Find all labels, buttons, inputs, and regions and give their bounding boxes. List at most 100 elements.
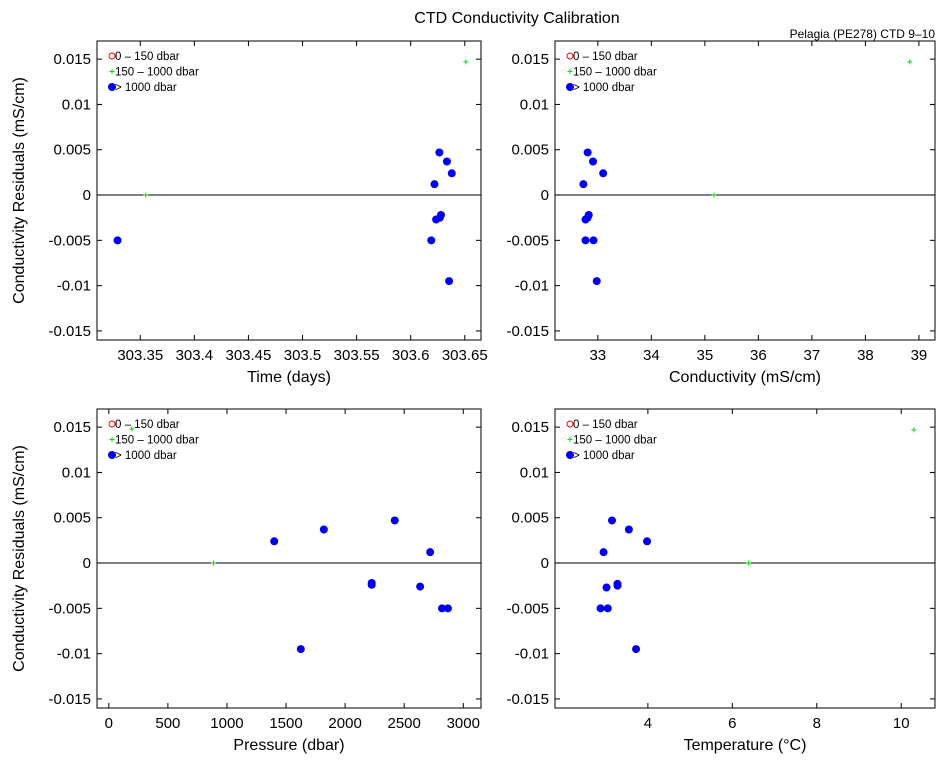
x-tick-label: 303.6	[392, 347, 430, 364]
legend-label: 0 – 150 dbar	[115, 419, 180, 431]
data-point-deep	[443, 604, 452, 613]
legend-marker-deep	[108, 83, 116, 91]
x-tick-label: 303.4	[176, 347, 214, 364]
x-tick-label: 33	[589, 347, 606, 364]
y-tick-label: -0.01	[57, 646, 91, 663]
legend-label: 150 – 1000 dbar	[115, 435, 199, 447]
data-point-mid	[907, 59, 913, 65]
x-tick-label: 303.45	[225, 347, 271, 364]
x-tick-label: 1500	[269, 715, 302, 732]
x-tick-label: 303.35	[117, 347, 163, 364]
y-tick-label: -0.01	[515, 278, 549, 295]
x-tick-label: 37	[804, 347, 821, 364]
x-tick-label: 303.65	[442, 347, 488, 364]
y-tick-label: 0.005	[511, 142, 549, 159]
legend-marker-deep	[566, 451, 574, 459]
data-point-deep	[319, 525, 328, 534]
x-tick-label: 2000	[328, 715, 361, 732]
legend-label: 150 – 1000 dbar	[115, 67, 199, 79]
data-point-deep	[599, 548, 608, 557]
legend-label: 0 – 150 dbar	[573, 51, 638, 63]
legend-marker-shallow	[566, 420, 574, 428]
y-tick-label: 0	[83, 187, 91, 204]
data-point-deep	[632, 645, 641, 654]
panel-time: -0.015 -0.01 -0.005 0 0.005 0.01 0.015 303.35 30…	[11, 40, 488, 386]
data-point-mid	[711, 192, 717, 198]
data-point-deep	[624, 525, 633, 534]
y-tick-label: -0.01	[515, 646, 549, 663]
legend: 0 – 150 dbar 150 – 1000 dbar > 1000 dbar	[566, 51, 657, 94]
x-axis-label: Temperature (°C)	[684, 737, 807, 754]
legend-marker-deep	[566, 83, 574, 91]
data-point-mid	[463, 59, 469, 65]
y-tick-label: -0.01	[57, 278, 91, 295]
axes-frame	[554, 40, 936, 341]
y-tick-label: 0.005	[511, 510, 549, 527]
legend-label: > 1000 dbar	[573, 450, 635, 462]
figure-subtitle: Pelagia (PE278) CTD 9–10	[790, 27, 936, 41]
legend-label: 150 – 1000 dbar	[573, 67, 657, 79]
x-axis-label: Time (days)	[247, 369, 331, 386]
axes-frame	[96, 408, 482, 709]
data-point-deep	[589, 236, 598, 245]
y-tick-label: 0.015	[53, 419, 91, 436]
x-tick-label: 6	[728, 715, 736, 732]
data-point-deep	[602, 583, 611, 592]
legend-label: > 1000 dbar	[115, 450, 177, 462]
y-tick-label: 0.01	[62, 464, 91, 481]
data-point-deep	[603, 604, 612, 613]
y-tick-label: 0.015	[511, 419, 549, 436]
data-point-deep	[599, 169, 608, 178]
y-tick-label: 0.005	[53, 142, 91, 159]
figure-title: CTD Conductivity Calibration	[414, 10, 619, 27]
panels: -0.015 -0.01 -0.005 0 0.005 0.01 0.015 303.35 30…	[11, 40, 936, 754]
legend-label: 0 – 150 dbar	[115, 51, 180, 63]
data-point-deep	[430, 180, 439, 189]
data-point-deep	[367, 580, 376, 589]
x-tick-label: 303.5	[284, 347, 322, 364]
data-point-deep	[113, 236, 122, 245]
x-tick-label: 2500	[388, 715, 421, 732]
legend: 0 – 150 dbar 150 – 1000 dbar > 1000 dbar	[566, 419, 657, 462]
data-point-deep	[596, 604, 605, 613]
y-tick-label: -0.005	[506, 600, 549, 617]
y-tick-label: 0	[83, 555, 91, 572]
panel-conductivity: -0.015 -0.01 -0.005 0 0.005 0.01 0.015 33 34 35 36…	[506, 40, 936, 386]
y-tick-label: -0.015	[506, 323, 549, 340]
x-tick-label: 0	[105, 715, 113, 732]
y-tick-label: -0.005	[48, 232, 91, 249]
data-point-deep	[589, 157, 597, 166]
legend: 0 – 150 dbar 150 – 1000 dbar > 1000 dbar	[108, 51, 199, 94]
x-tick-label: 34	[643, 347, 660, 364]
x-tick-label: 303.55	[334, 347, 380, 364]
x-tick-label: 36	[750, 347, 767, 364]
data-point-deep	[296, 645, 305, 654]
legend-marker-shallow	[566, 52, 574, 60]
data-point-deep	[436, 210, 445, 219]
x-axis-label: Pressure (dbar)	[233, 737, 344, 754]
data-point-deep	[435, 148, 444, 157]
axes-frame	[554, 408, 936, 709]
x-tick-label: 39	[911, 347, 928, 364]
axes-frame	[96, 40, 482, 341]
legend-label: > 1000 dbar	[115, 82, 177, 94]
data-point-mid	[745, 560, 751, 566]
x-tick-label: 500	[155, 715, 180, 732]
data-point-deep	[270, 537, 279, 546]
y-tick-label: -0.005	[506, 232, 549, 249]
y-tick-label: -0.015	[506, 691, 549, 708]
data-point-mid	[129, 426, 135, 432]
data-point-deep	[592, 277, 601, 286]
data-point-mid	[210, 560, 216, 566]
x-tick-label: 1000	[210, 715, 243, 732]
legend: 0 – 150 dbar 150 – 1000 dbar > 1000 dbar	[108, 419, 199, 462]
legend-marker-shallow	[108, 420, 116, 428]
data-point-deep	[390, 516, 399, 525]
x-tick-label: 38	[857, 347, 874, 364]
data-point-deep	[442, 157, 451, 166]
x-tick-label: 8	[813, 715, 821, 732]
y-tick-label: -0.015	[48, 323, 91, 340]
x-tick-label: 10	[893, 715, 910, 732]
data-point-deep	[613, 581, 622, 590]
data-point-deep	[583, 148, 592, 157]
